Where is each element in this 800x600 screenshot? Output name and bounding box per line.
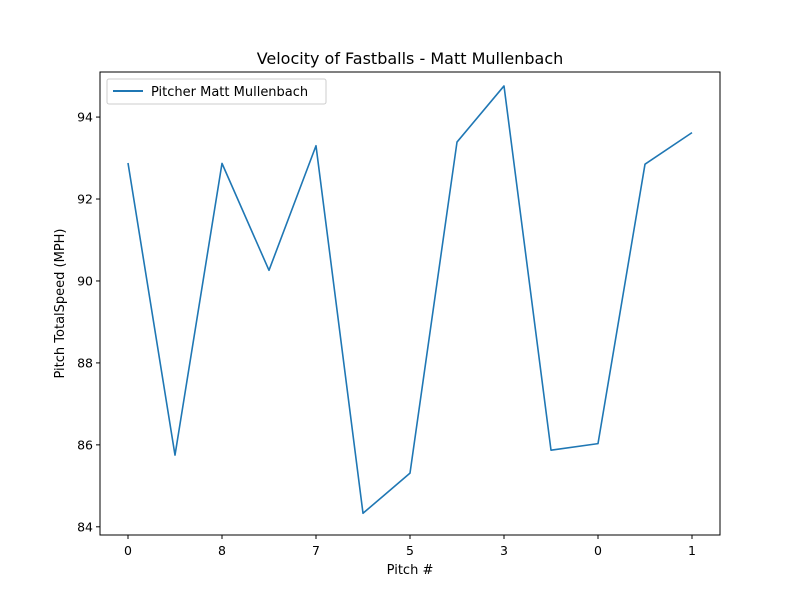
x-axis-label: Pitch #	[387, 563, 434, 578]
y-tick-label: 92	[77, 192, 93, 207]
x-tick-label: 0	[124, 543, 132, 558]
x-tick-label: 5	[406, 543, 414, 558]
x-tick-label: 8	[218, 543, 226, 558]
y-axis: 84 86 88 90 92 94	[77, 110, 100, 534]
series-line	[127, 85, 693, 515]
y-tick-label: 90	[77, 273, 93, 288]
x-tick-label: 3	[500, 543, 508, 558]
x-tick-label: 1	[688, 543, 696, 558]
x-tick-label: 0	[594, 543, 602, 558]
chart-title: Velocity of Fastballs - Matt Mullenbach	[257, 49, 564, 68]
x-tick-label: 7	[312, 543, 320, 558]
legend-label: Pitcher Matt Mullenbach	[151, 85, 308, 100]
legend: Pitcher Matt Mullenbach	[106, 78, 327, 105]
y-tick-label: 94	[77, 110, 93, 125]
y-tick-label: 84	[77, 519, 93, 534]
y-tick-label: 88	[77, 355, 93, 370]
legend-box	[106, 78, 327, 105]
y-axis-label: Pitch TotalSpeed (MPH)	[53, 228, 68, 378]
x-axis: 0 8 7 5 3 0 1	[124, 535, 696, 558]
plot-area	[127, 85, 693, 515]
plot-frame	[99, 71, 721, 536]
y-tick-label: 86	[77, 437, 93, 452]
